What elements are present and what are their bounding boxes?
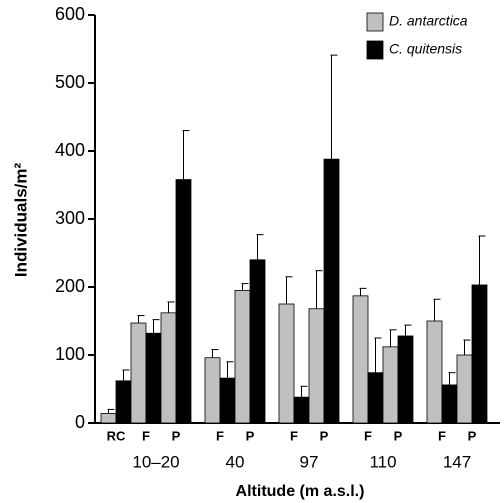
category-label: F [438, 428, 446, 443]
category-label: P [468, 428, 477, 443]
category-label: F [364, 428, 372, 443]
legend-swatch [366, 40, 384, 60]
bar [204, 357, 221, 424]
y-tick-label: 100 [55, 344, 85, 364]
bar [323, 158, 340, 424]
bar [456, 354, 473, 424]
bar [219, 377, 236, 424]
bar [308, 308, 325, 424]
y-tick-label: 500 [55, 72, 85, 92]
group-label: 97 [300, 452, 319, 471]
bar [471, 284, 488, 424]
bar [426, 320, 443, 424]
bar [382, 346, 399, 424]
category-label: P [320, 428, 329, 443]
y-axis-title: Individuals/m² [11, 163, 30, 278]
category-label: F [216, 428, 224, 443]
category-label: P [394, 428, 403, 443]
legend-label: D. antarctica [389, 13, 468, 29]
bar [234, 289, 251, 424]
group-label: 110 [369, 452, 396, 471]
bar [160, 312, 177, 424]
legend-label: C. quitensis [389, 41, 462, 57]
category-label: P [172, 428, 181, 443]
bar [145, 332, 162, 424]
bar [397, 335, 414, 424]
group-label: 40 [226, 452, 245, 471]
bar [293, 396, 310, 424]
y-tick-label: 0 [75, 412, 85, 432]
category-label: RC [107, 428, 126, 443]
group-label: 10–20 [132, 452, 179, 471]
y-tick-label: 400 [55, 140, 85, 160]
category-label: P [246, 428, 255, 443]
legend-swatch [366, 12, 384, 32]
y-tick-label: 200 [55, 276, 85, 296]
category-label: F [142, 428, 150, 443]
group-label: 147 [443, 452, 471, 471]
y-tick-label: 600 [55, 4, 85, 24]
y-tick-label: 300 [55, 208, 85, 228]
bar [115, 380, 132, 424]
category-label: F [290, 428, 298, 443]
x-axis-title: Altitude (m a.s.l.) [236, 483, 365, 500]
bar [367, 372, 384, 424]
bar [278, 303, 295, 424]
bar [175, 179, 192, 424]
bar [100, 413, 117, 424]
bar [249, 259, 266, 424]
bar [441, 384, 458, 424]
bar [130, 322, 147, 424]
bar [352, 295, 369, 424]
